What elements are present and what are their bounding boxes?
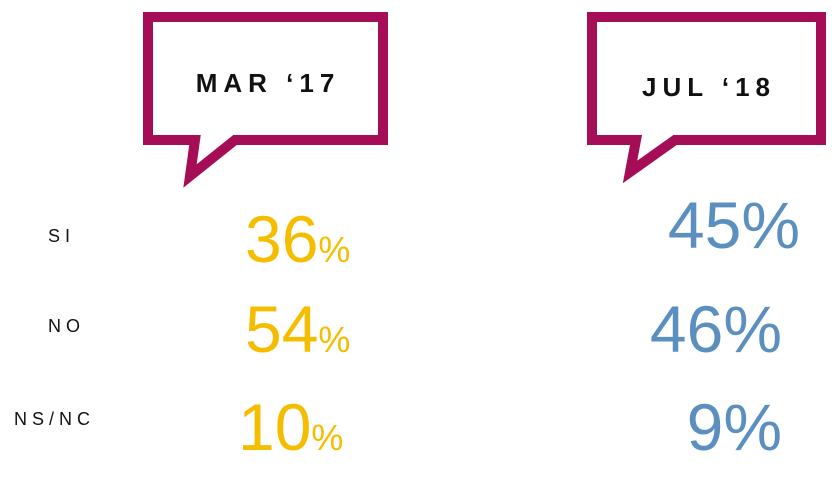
value-unit: %: [318, 319, 350, 360]
value: 9%: [687, 390, 782, 464]
row-label: SI: [48, 226, 75, 246]
value-unit: %: [723, 292, 782, 366]
value-unit: %: [318, 229, 350, 270]
speech-bubble: [587, 12, 826, 184]
value-number: 9: [687, 390, 724, 464]
row-label: NS/NC: [14, 409, 95, 429]
panel-title: JUL ‘18: [642, 72, 776, 102]
value-unit: %: [723, 390, 782, 464]
value: 36%: [245, 202, 350, 276]
value: 45%: [668, 188, 800, 262]
value-unit: %: [311, 417, 343, 458]
value-unit: %: [741, 188, 800, 262]
value: 54%: [245, 292, 350, 366]
value-number: 46: [650, 292, 723, 366]
speech-bubble: [143, 12, 388, 188]
panel-title: MAR ‘17: [196, 68, 341, 98]
value-number: 36: [245, 202, 318, 276]
value-number: 54: [245, 292, 318, 366]
value-number: 10: [238, 390, 311, 464]
value-number: 45: [668, 188, 741, 262]
value: 10%: [238, 390, 343, 464]
row-label: NO: [48, 316, 85, 336]
value: 46%: [650, 292, 782, 366]
